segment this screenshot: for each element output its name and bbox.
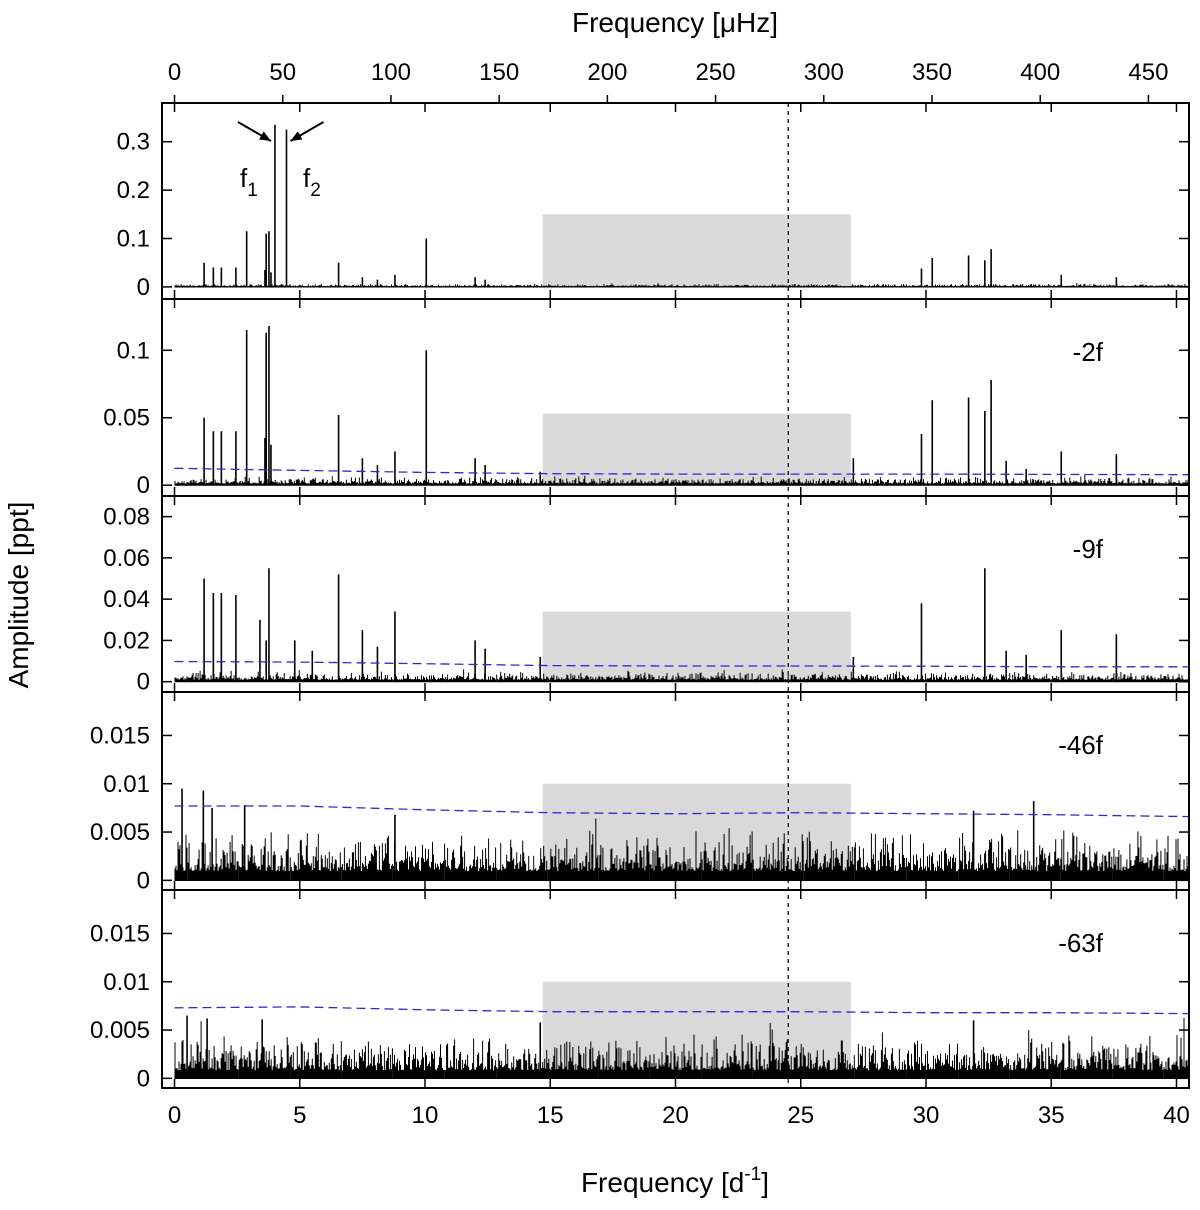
x-axis-title-sup: -1 — [744, 1164, 761, 1185]
f2-arrow-head — [290, 131, 303, 141]
x-tick-label: 15 — [537, 1102, 564, 1129]
panel-4: 0 0.005 0.01 0.015 -46f — [90, 691, 1190, 894]
y-tick-label: 0.04 — [103, 586, 150, 613]
x-axis-title-end: ] — [761, 1167, 769, 1198]
panel-5: 0 0.005 0.01 0.015 -63f — [90, 889, 1190, 1092]
x2-tick-label: 100 — [371, 59, 411, 86]
x-tick-label: 0 — [168, 1102, 181, 1129]
x-axis-title: Frequency [d-1] — [581, 1164, 769, 1198]
y-tick-label: 0 — [137, 669, 150, 696]
x-tick-label: 35 — [1038, 1102, 1065, 1129]
top-axis-title: Frequency [μHz] — [572, 7, 778, 38]
y-tick-label: 0.06 — [103, 545, 150, 572]
x-tick-label: 40 — [1163, 1102, 1190, 1129]
x2-tick-label: 50 — [269, 59, 296, 86]
panel-label: -9f — [1073, 534, 1104, 564]
x2-tick-label: 0 — [168, 59, 181, 86]
y-tick-label: 0.015 — [90, 722, 150, 749]
panel-1: 0 0.1 0.2 0.3 — [117, 102, 1190, 301]
noise-spectrum — [174, 1017, 1190, 1079]
y-tick-label: 0.01 — [103, 969, 150, 996]
panel-label: -2f — [1073, 337, 1104, 367]
y-axis-title: Amplitude [ppt] — [3, 502, 34, 689]
panel-2: 0 0.05 0.1 -2f — [103, 298, 1190, 499]
noise-spectrum — [174, 818, 1190, 881]
y-tick-label: 0.08 — [103, 504, 150, 531]
y-tick-label: 0.3 — [117, 129, 150, 156]
f1-label: f1 — [240, 163, 258, 201]
x2-tick-label: 150 — [479, 59, 519, 86]
y-tick-label: 0.005 — [90, 1017, 150, 1044]
noise-spectrum — [174, 669, 1190, 682]
noise-spectrum — [174, 474, 1190, 486]
x-tick-label: 10 — [412, 1102, 439, 1129]
y-tick-label: 0.05 — [103, 405, 150, 432]
y-tick-label: 0.02 — [103, 627, 150, 654]
y-tick-label: 0.015 — [90, 920, 150, 947]
x2-tick-label: 300 — [804, 59, 844, 86]
y-tick-label: 0.1 — [117, 226, 150, 253]
shaded-region — [542, 611, 851, 682]
y-tick-label: 0.2 — [117, 177, 150, 204]
y-tick-label: 0 — [137, 274, 150, 301]
x-tick-label: 30 — [913, 1102, 940, 1129]
y-tick-label: 0.01 — [103, 771, 150, 798]
y-tick-label: 0.1 — [117, 337, 150, 364]
f1-subscript: 1 — [247, 180, 258, 201]
x-tick-label: 25 — [787, 1102, 814, 1129]
shaded-region — [542, 413, 851, 486]
y-tick-label: 0 — [137, 472, 150, 499]
x2-tick-label: 250 — [696, 59, 736, 86]
panel-3: 0 0.02 0.04 0.06 0.08 -9f — [103, 495, 1190, 696]
significance-threshold — [174, 660, 1189, 668]
x-tick-label: 20 — [662, 1102, 689, 1129]
f1-arrow-head — [259, 131, 271, 141]
y-tick-label: 0 — [137, 1065, 150, 1092]
f2-label: f2 — [303, 163, 321, 201]
x2-tick-label: 200 — [587, 59, 627, 86]
x2-tick-label: 450 — [1128, 59, 1168, 86]
panel-label: -46f — [1058, 730, 1104, 760]
y-tick-label: 0.005 — [90, 819, 150, 846]
panel-label: -63f — [1058, 928, 1104, 958]
panels: 0 0.1 0.2 0.3 0 0.05 0.1 -2f 0 0.02 0.04 0.06 0.08 -9… — [90, 102, 1190, 1092]
x2-tick-label: 400 — [1020, 59, 1060, 86]
x-tick-label: 5 — [293, 1102, 306, 1129]
axes: 0 5 10 15 20 25 30 35 400 50 100 150 200 250 300 350 400… — [168, 59, 1190, 1129]
f1-f2-annotation: f1 f2 — [237, 121, 324, 201]
f2-subscript: 2 — [310, 180, 321, 201]
shaded-region — [542, 214, 851, 287]
shaded-region — [542, 783, 851, 881]
y-tick-label: 0 — [137, 867, 150, 894]
x2-tick-label: 350 — [912, 59, 952, 86]
